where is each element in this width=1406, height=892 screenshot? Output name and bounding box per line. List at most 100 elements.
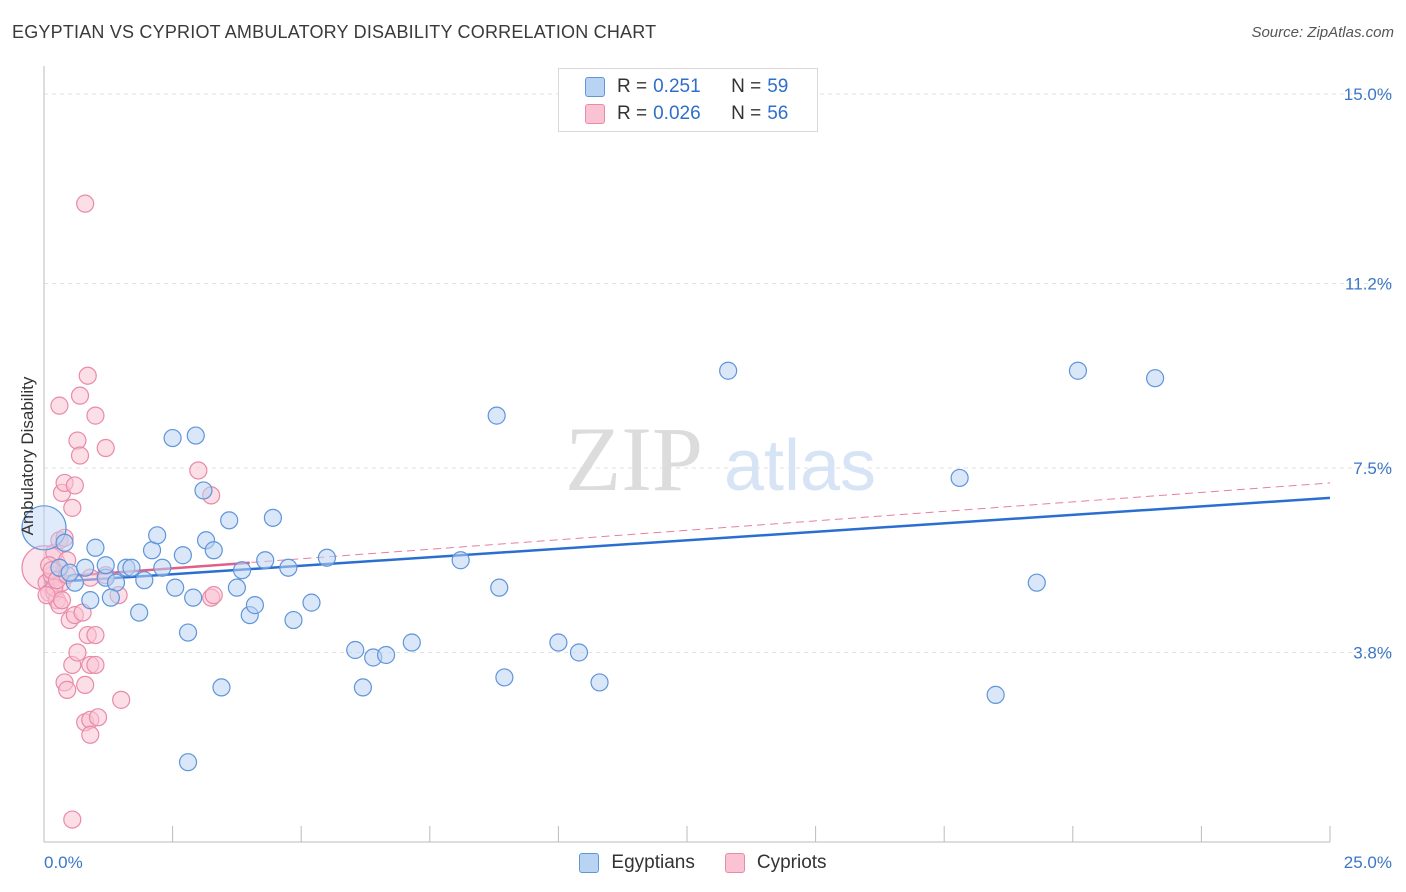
egyptians-point: [227, 578, 246, 597]
cypriots-point: [70, 386, 90, 405]
egyptians-point: [1027, 573, 1046, 592]
legend-r-value: 0.026: [653, 103, 701, 124]
legend-row-egyptians: R = 0.251 N = 59: [585, 75, 788, 99]
cypriots-point: [37, 586, 56, 605]
egyptians-point: [166, 578, 185, 597]
egyptians-point: [130, 603, 149, 622]
egyptians-point: [81, 591, 100, 610]
egyptians-point: [950, 468, 969, 488]
egyptians-point: [353, 678, 373, 697]
egyptians-point: [153, 558, 172, 577]
egyptians-point: [245, 596, 265, 615]
egyptians-point: [122, 558, 141, 577]
cypriots-point: [112, 690, 131, 709]
cypriots-point: [52, 591, 72, 610]
egyptians-point: [317, 548, 337, 567]
x-tick-label: 0.0%: [44, 853, 83, 872]
egyptians-point: [76, 558, 95, 577]
egyptians-point: [148, 526, 167, 545]
legend-n-label: N =: [731, 76, 762, 97]
legend-item-cypriots[interactable]: Cypriots: [724, 852, 827, 874]
egyptians-point: [204, 541, 223, 560]
egyptians-point: [302, 593, 321, 612]
egyptians-point: [178, 623, 198, 642]
cypriots-point: [70, 446, 90, 465]
egyptians-point: [86, 538, 105, 557]
y-tick-label: 7.5%: [1353, 459, 1392, 478]
x-tick-label: 25.0%: [1344, 853, 1392, 872]
legend-swatch-egyptians: [585, 77, 605, 97]
egyptians-point: [135, 571, 154, 590]
egyptians-point: [173, 546, 192, 565]
egyptians-point: [569, 643, 589, 662]
egyptians-point: [495, 668, 514, 687]
cypriots-point: [63, 810, 82, 829]
legend-n-value: 56: [767, 103, 789, 124]
egyptians-point: [263, 508, 283, 527]
cypriots-point: [58, 680, 77, 699]
egyptians-point: [60, 563, 79, 582]
cypriots-point: [65, 476, 84, 495]
cypriots-point: [88, 708, 108, 727]
egyptians-point: [96, 556, 115, 575]
cypriots-point: [50, 396, 69, 415]
axes: [43, 66, 1331, 843]
egyptians-point: [232, 561, 252, 580]
cypriots-point: [76, 675, 95, 695]
legend-swatch-cypriots: [724, 853, 745, 873]
cypriots-point: [76, 194, 95, 213]
egyptians-point: [1068, 361, 1088, 380]
egyptians-point: [346, 640, 365, 660]
legend-swatch-cypriots: [585, 104, 605, 124]
egyptians-point: [194, 481, 213, 500]
egyptians-point: [220, 511, 239, 530]
cypriots-point: [63, 498, 82, 517]
egyptians-point: [487, 406, 506, 425]
legend-row-cypriots: R = 0.026 N = 56: [585, 102, 788, 126]
y-tick-label: 15.0%: [1344, 85, 1392, 104]
egyptians-point: [986, 685, 1005, 704]
egyptians-point: [590, 673, 609, 692]
cypriots-point: [68, 431, 87, 450]
cypriots-point: [86, 655, 105, 675]
watermark-zip: ZIP: [565, 408, 703, 510]
egyptians-point: [490, 578, 509, 597]
grid-lines: [44, 93, 1392, 653]
data-points: [21, 194, 1165, 829]
egyptians-point: [256, 551, 275, 570]
egyptians-point: [178, 753, 198, 772]
legend-r-label: R =: [617, 76, 648, 97]
egyptians-point: [549, 633, 568, 652]
legend-label-cypriots: Cypriots: [756, 852, 827, 873]
stats-legend: R = 0.251 N = 59 R = 0.026 N = 56: [558, 68, 818, 132]
egyptians-point: [279, 558, 298, 577]
egyptians-point: [719, 361, 738, 380]
egyptians-point: [212, 678, 231, 697]
cypriots-point: [204, 586, 223, 605]
legend-r-label: R =: [617, 103, 648, 124]
egyptians-point: [101, 588, 120, 607]
egyptians-point: [376, 645, 396, 665]
chart-title: EGYPTIAN VS CYPRIOT AMBULATORY DISABILIT…: [12, 22, 657, 42]
y-tick-label: 3.8%: [1353, 643, 1392, 662]
watermark-atlas: atlas: [724, 426, 876, 506]
egyptians-point: [402, 633, 421, 652]
legend-label-egyptians: Egyptians: [611, 852, 695, 873]
egyptians-point: [55, 533, 74, 552]
cypriots-point: [81, 725, 100, 744]
legend-swatch-egyptians: [579, 853, 600, 873]
cypriots-point: [86, 625, 105, 645]
cypriots-point: [78, 366, 97, 385]
legend-item-egyptians[interactable]: Egyptians: [579, 852, 695, 874]
y-axis-title: Ambulatory Disability: [18, 376, 37, 535]
cypriots-point: [96, 438, 115, 458]
y-tick-label: 11.2%: [1345, 274, 1392, 293]
tick-labels: 3.8% 7.5% 11.2% 15.0% 0.0% 25.0%: [44, 85, 1392, 872]
legend-r-value: 0.251: [653, 76, 701, 97]
cypriots-point: [189, 461, 208, 480]
legend-n-label: N =: [731, 103, 762, 124]
watermark: ZIP atlas: [565, 408, 876, 510]
egyptians-point: [186, 426, 205, 445]
egyptians-point: [163, 428, 182, 448]
